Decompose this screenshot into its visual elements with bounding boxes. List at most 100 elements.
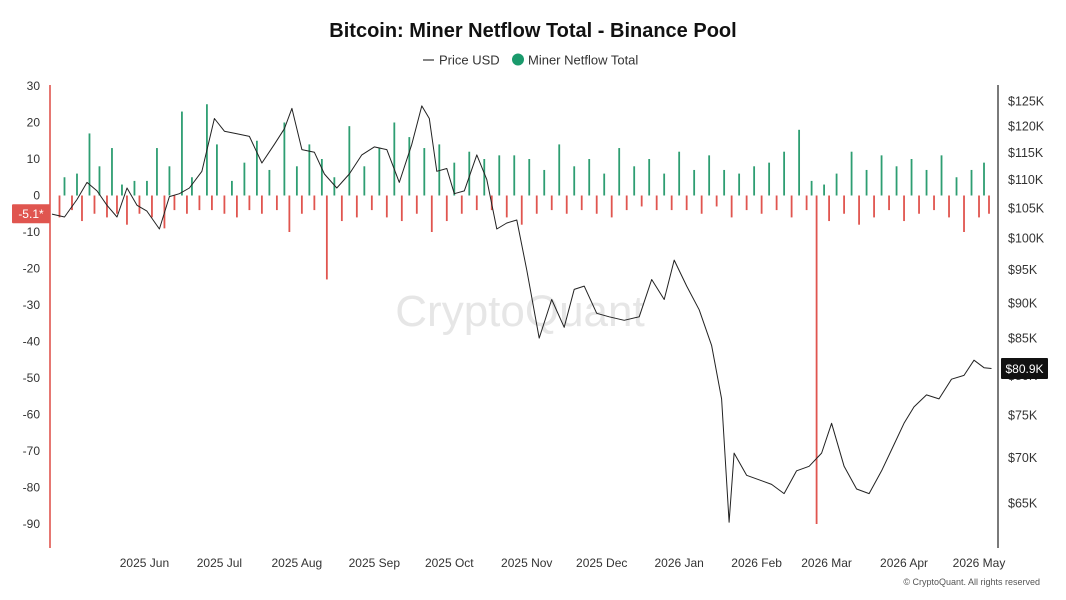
x-tick-label: 2025 Oct: [425, 556, 474, 570]
current-netflow-value: -5.1*: [18, 207, 44, 221]
netflow-bar: [483, 159, 486, 196]
netflow-bar: [955, 177, 958, 196]
netflow-bar: [393, 122, 396, 196]
netflow-bar: [173, 195, 176, 211]
netflow-bar: [640, 195, 643, 207]
netflow-bar: [423, 148, 426, 196]
netflow-bar: [236, 195, 238, 218]
legend-netflow-label[interactable]: Miner Netflow Total: [528, 53, 638, 68]
x-tick-label: 2026 May: [953, 556, 1006, 570]
right-tick-label: $70K: [1008, 451, 1038, 465]
netflow-bar: [760, 195, 763, 214]
netflow-bar: [888, 195, 890, 211]
netflow-bar: [528, 159, 531, 196]
x-tick-label: 2026 Mar: [801, 556, 852, 570]
netflow-bar: [625, 195, 628, 211]
netflow-bar: [138, 195, 141, 214]
netflow-bar: [168, 166, 171, 196]
netflow-bar: [550, 195, 553, 211]
left-tick-label: -10: [23, 225, 41, 239]
netflow-bar: [223, 195, 226, 214]
right-tick-label: $105K: [1008, 202, 1045, 216]
netflow-bar: [933, 195, 935, 211]
right-tick-label: $90K: [1008, 296, 1038, 310]
x-axis: 2025 Jun 2025 Jul 2025 Aug 2025 Sep 2025 Oct…: [120, 556, 1006, 570]
netflow-bar: [106, 195, 108, 218]
netflow-bar: [385, 195, 388, 218]
netflow-bar: [333, 177, 336, 196]
netflow-bar: [408, 137, 411, 196]
netflow-bar: [243, 162, 246, 196]
netflow-bar: [903, 195, 905, 222]
netflow-bar: [255, 140, 258, 196]
netflow-bar: [633, 166, 636, 196]
netflow-bar: [723, 169, 726, 196]
netflow-bar: [308, 144, 311, 196]
x-tick-label: 2025 Sep: [349, 556, 401, 570]
legend-price-label[interactable]: Price USD: [439, 53, 500, 68]
netflow-bar: [715, 195, 718, 207]
netflow-bar: [873, 195, 875, 218]
left-tick-label: -40: [23, 335, 41, 349]
netflow-bar: [940, 155, 943, 196]
current-netflow-badge: -5.1*: [12, 204, 50, 224]
legend-netflow-dot-marker: [512, 53, 524, 66]
x-tick-label: 2025 Jul: [197, 556, 242, 570]
x-tick-label: 2025 Nov: [501, 556, 552, 570]
netflow-bar: [798, 129, 801, 196]
netflow-bar: [730, 195, 733, 218]
netflow-bar: [565, 195, 568, 214]
netflow-bar: [738, 173, 741, 196]
netflow-bar: [988, 195, 990, 214]
netflow-bar: [708, 155, 711, 196]
netflow-bar: [275, 195, 278, 211]
right-tick-label: $75K: [1008, 409, 1038, 423]
left-tick-label: -60: [23, 408, 41, 422]
netflow-bar: [520, 195, 523, 225]
right-tick-label: $100K: [1008, 232, 1045, 246]
netflow-bar: [71, 195, 73, 211]
netflow-bar: [910, 159, 913, 196]
netflow-bar: [925, 169, 928, 196]
netflow-bar: [603, 173, 606, 196]
netflow-bar: [325, 195, 328, 280]
netflow-bar: [648, 159, 651, 196]
netflow-bar: [248, 195, 251, 211]
netflow-bar: [505, 195, 508, 218]
netflow-bar: [858, 195, 860, 225]
netflow-bar: [438, 144, 441, 196]
netflow-bar: [340, 195, 343, 222]
right-tick-label: $115K: [1008, 146, 1044, 160]
left-tick-label: -50: [23, 371, 41, 385]
netflow-bar: [865, 169, 868, 196]
netflow-bar: [260, 195, 263, 214]
netflow-bar: [88, 133, 91, 196]
netflow-bar: [655, 195, 658, 211]
netflow-bar: [468, 151, 471, 196]
netflow-bar: [320, 159, 323, 196]
netflow-bar: [198, 195, 201, 211]
netflow-bar: [670, 195, 673, 211]
netflow-bar: [768, 162, 771, 196]
netflow-bar: [963, 195, 965, 232]
netflow-bar: [815, 195, 818, 524]
x-tick-label: 2026 Apr: [880, 556, 928, 570]
netflow-bar: [370, 195, 373, 211]
netflow-bar: [211, 195, 213, 211]
legend[interactable]: Price USD Miner Netflow Total: [423, 53, 638, 68]
netflow-bar: [348, 126, 351, 196]
netflow-bar: [76, 173, 78, 196]
netflow-bar: [126, 195, 128, 225]
left-tick-label: -80: [23, 481, 41, 495]
left-tick-label: -70: [23, 444, 41, 458]
netflow-bar: [978, 195, 980, 218]
right-tick-label: $110K: [1008, 173, 1044, 187]
x-tick-label: 2026 Jan: [654, 556, 703, 570]
netflow-bar: [618, 148, 621, 196]
netflow-bar: [498, 155, 501, 196]
netflow-bar: [93, 195, 96, 214]
x-tick-label: 2025 Aug: [272, 556, 323, 570]
netflow-bar: [678, 151, 681, 196]
netflow-bar: [81, 195, 83, 222]
